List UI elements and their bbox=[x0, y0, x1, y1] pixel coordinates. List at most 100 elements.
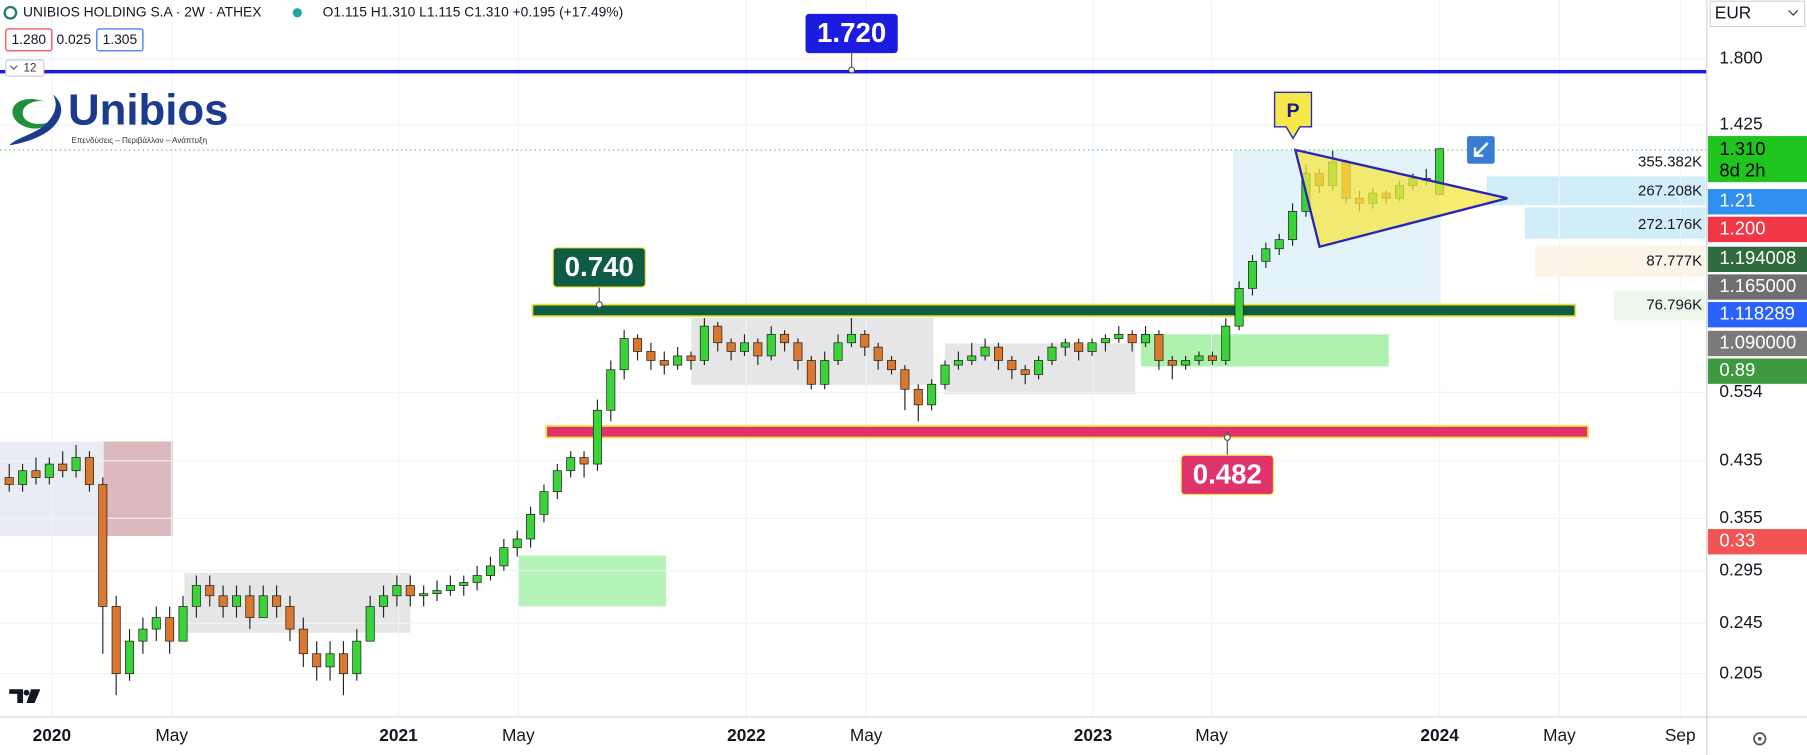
x-tick-label: 2023 bbox=[1074, 725, 1112, 745]
candle-body bbox=[472, 575, 482, 583]
candle-body bbox=[231, 595, 241, 607]
candle-body bbox=[1074, 342, 1084, 352]
candle-body bbox=[84, 457, 94, 485]
candle-body bbox=[298, 628, 308, 655]
candle-body bbox=[445, 585, 455, 591]
logo-name: Unibios bbox=[68, 86, 229, 135]
price-badge-label: 1.21 bbox=[1719, 190, 1755, 211]
y-tick-label: 0.245 bbox=[1719, 612, 1762, 632]
candle-body bbox=[111, 606, 121, 675]
candle-body bbox=[272, 595, 282, 607]
candle-body bbox=[900, 369, 910, 390]
candle-body bbox=[726, 342, 736, 352]
pennant: P bbox=[1273, 91, 1508, 249]
grid bbox=[0, 0, 1707, 717]
candle-body bbox=[659, 360, 669, 366]
candle-body bbox=[98, 484, 108, 607]
candle-body bbox=[71, 457, 81, 472]
bid: 1.280 bbox=[12, 31, 47, 47]
candle-body bbox=[338, 653, 348, 675]
candle-body bbox=[138, 628, 148, 642]
candle-body bbox=[873, 346, 883, 361]
candle-body bbox=[245, 595, 255, 618]
ask-box[interactable] bbox=[96, 28, 144, 52]
candle-body bbox=[1288, 211, 1298, 241]
candle-body bbox=[499, 547, 509, 567]
candle-body bbox=[539, 491, 549, 515]
price-badge-label: 1.194008 bbox=[1719, 247, 1796, 268]
candle-body bbox=[459, 582, 469, 586]
chevron bbox=[9, 65, 18, 71]
candle-body bbox=[125, 640, 135, 675]
settings-button[interactable] bbox=[1753, 732, 1767, 746]
candle-body bbox=[766, 333, 776, 357]
pattern-badge bbox=[1273, 91, 1313, 140]
y-tick-label: 0.205 bbox=[1719, 662, 1762, 682]
candle-body bbox=[526, 513, 536, 540]
candle-body bbox=[205, 585, 215, 597]
candle-body bbox=[151, 617, 161, 630]
volume-bar bbox=[1486, 176, 1706, 206]
price-badge-label: 0.89 bbox=[1719, 359, 1755, 380]
y-tick-label: 1.425 bbox=[1719, 113, 1762, 133]
y-tick-label: 0.554 bbox=[1719, 381, 1763, 401]
level-line bbox=[545, 425, 1589, 439]
x-tick-label: May bbox=[1543, 725, 1576, 745]
indicators-chip[interactable] bbox=[5, 59, 45, 77]
candle-body bbox=[352, 640, 362, 675]
candle-body bbox=[1207, 355, 1217, 361]
volume-bar bbox=[1535, 245, 1706, 277]
candle-body bbox=[1034, 360, 1044, 375]
candle-body bbox=[846, 333, 856, 344]
pattern-label: P bbox=[1286, 100, 1299, 122]
ohlc: O1.115 H1.310 L1.115 C1.310 +0.195 (+17.… bbox=[323, 3, 624, 19]
candle-body bbox=[1020, 369, 1030, 375]
candle-body bbox=[793, 342, 803, 361]
header: UNIBIOS HOLDING S.A · 2W · ATHEX O1.115 … bbox=[3, 3, 624, 77]
price-badge bbox=[1707, 216, 1807, 243]
x-tick-label: 2020 bbox=[33, 725, 71, 745]
candle-body bbox=[178, 606, 188, 642]
bid-box[interactable] bbox=[5, 28, 53, 52]
price-badge-sub: 8d 2h bbox=[1719, 160, 1765, 181]
candle-body bbox=[579, 457, 589, 465]
level-anchor bbox=[595, 301, 603, 309]
candle-body bbox=[379, 595, 389, 607]
candle-body bbox=[1100, 338, 1110, 344]
logo-swoosh bbox=[12, 98, 54, 129]
x-tick-label: Sep bbox=[1665, 725, 1696, 745]
candle-body bbox=[392, 585, 402, 597]
symbol: UNIBIOS HOLDING S.A · 2W · ATHEX bbox=[23, 3, 261, 19]
candle-body bbox=[285, 606, 295, 630]
candle-body bbox=[4, 477, 14, 485]
candle-body bbox=[860, 333, 870, 348]
candle-body bbox=[191, 585, 201, 607]
level-label-box bbox=[1180, 454, 1275, 496]
candle-body bbox=[1167, 360, 1177, 366]
candle-body bbox=[31, 470, 41, 478]
price-badge bbox=[1707, 330, 1807, 357]
candle-body bbox=[165, 617, 175, 642]
candle-body bbox=[1261, 248, 1271, 262]
candle-body bbox=[1047, 346, 1057, 361]
volume-label: 267.208K bbox=[1638, 182, 1702, 199]
candle-body bbox=[218, 595, 228, 607]
candle-body bbox=[993, 346, 1003, 361]
currency-box[interactable] bbox=[1709, 0, 1806, 28]
candle-body bbox=[1154, 333, 1164, 361]
candle-body bbox=[512, 538, 522, 549]
price-badge-label: 1.200 bbox=[1719, 217, 1765, 238]
pennant-shape bbox=[1293, 148, 1508, 249]
candle-body bbox=[592, 409, 602, 465]
price-badge-label: 1.090000 bbox=[1719, 331, 1796, 352]
candle-body bbox=[566, 457, 576, 472]
candle-body bbox=[940, 364, 950, 385]
candle-body bbox=[1114, 333, 1124, 339]
candle-body bbox=[1127, 333, 1137, 344]
tv-logo-part bbox=[23, 689, 30, 696]
candle-body bbox=[619, 338, 629, 371]
indicators-count: 12 bbox=[24, 63, 37, 75]
x-tick-label: May bbox=[502, 725, 535, 745]
volume-bar bbox=[1524, 207, 1706, 239]
